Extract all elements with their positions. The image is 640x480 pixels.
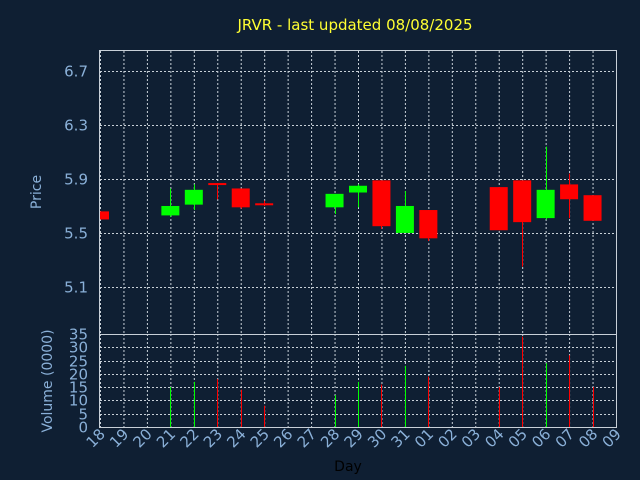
- candle-body: [184, 189, 203, 205]
- candle-body: [161, 205, 180, 216]
- candle-body: [560, 184, 579, 200]
- x-tick-label: 31: [388, 425, 414, 451]
- y-tick-label: 6.3: [64, 117, 88, 135]
- x-tick-label: 01: [411, 425, 437, 451]
- x-tick-label: 07: [552, 425, 578, 451]
- x-tick-label: 28: [317, 425, 343, 451]
- x-tick-label: 22: [176, 425, 202, 451]
- x-tick-label: 26: [270, 425, 296, 451]
- candle-body: [100, 211, 109, 220]
- candle-body: [255, 203, 274, 206]
- price-axis-ticks: 6.7 6.3 5.9 5.5 5.1: [64, 63, 88, 297]
- candle-body: [489, 187, 508, 231]
- candle-body: [325, 193, 344, 208]
- y-tick-label: 5.1: [64, 279, 88, 297]
- volume-tick-label: 0: [78, 419, 88, 437]
- volume-tick-label: 25: [69, 353, 88, 371]
- volume-tick-label: 20: [69, 366, 88, 384]
- x-tick-label: 27: [294, 425, 320, 451]
- candle-body: [395, 205, 414, 233]
- volume-axis-label: Volume (0000): [40, 329, 56, 432]
- volume-tick-label: 35: [69, 326, 88, 344]
- chart-title: JRVR - last updated 08/08/2025: [236, 16, 472, 34]
- candle-body: [372, 180, 391, 227]
- x-tick-label: 03: [458, 425, 484, 451]
- x-tick-label: 30: [364, 425, 390, 451]
- x-tick-label: 20: [130, 425, 156, 451]
- volume-tick-label: 5: [78, 406, 88, 424]
- volume-tick-label: 15: [69, 379, 88, 397]
- candle-body: [231, 188, 250, 208]
- x-tick-label: 04: [481, 425, 507, 451]
- x-tick-label: 29: [341, 425, 367, 451]
- x-axis-label: Day: [334, 459, 362, 475]
- x-tick-label: 25: [247, 425, 273, 451]
- x-tick-label: 23: [200, 425, 226, 451]
- candle-body: [349, 185, 367, 193]
- volume-tick-label: 10: [69, 392, 88, 410]
- candles: [100, 146, 602, 267]
- y-tick-label: 5.5: [64, 225, 88, 243]
- candle-body: [583, 195, 602, 221]
- candle-body: [208, 183, 227, 186]
- volume-tick-label: 30: [69, 339, 88, 357]
- candle-body: [536, 189, 555, 219]
- y-tick-label: 5.9: [64, 171, 88, 189]
- x-tick-label: 05: [505, 425, 531, 451]
- x-tick-label: 06: [528, 425, 554, 451]
- volume-bars: [170, 336, 594, 427]
- candle-body: [419, 210, 438, 239]
- x-axis-ticks: 1819202122232425262728293031010203040506…: [83, 425, 625, 451]
- x-tick-label: 08: [575, 425, 601, 451]
- y-axis-label: Price: [29, 175, 45, 209]
- x-tick-label: 19: [106, 425, 132, 451]
- x-tick-label: 09: [599, 425, 625, 451]
- x-tick-label: 24: [223, 425, 249, 451]
- y-tick-label: 6.7: [64, 63, 88, 81]
- x-tick-label: 21: [153, 425, 179, 451]
- candle-body: [513, 180, 532, 223]
- volume-panel-frame: [99, 334, 617, 428]
- x-tick-label: 02: [434, 425, 460, 451]
